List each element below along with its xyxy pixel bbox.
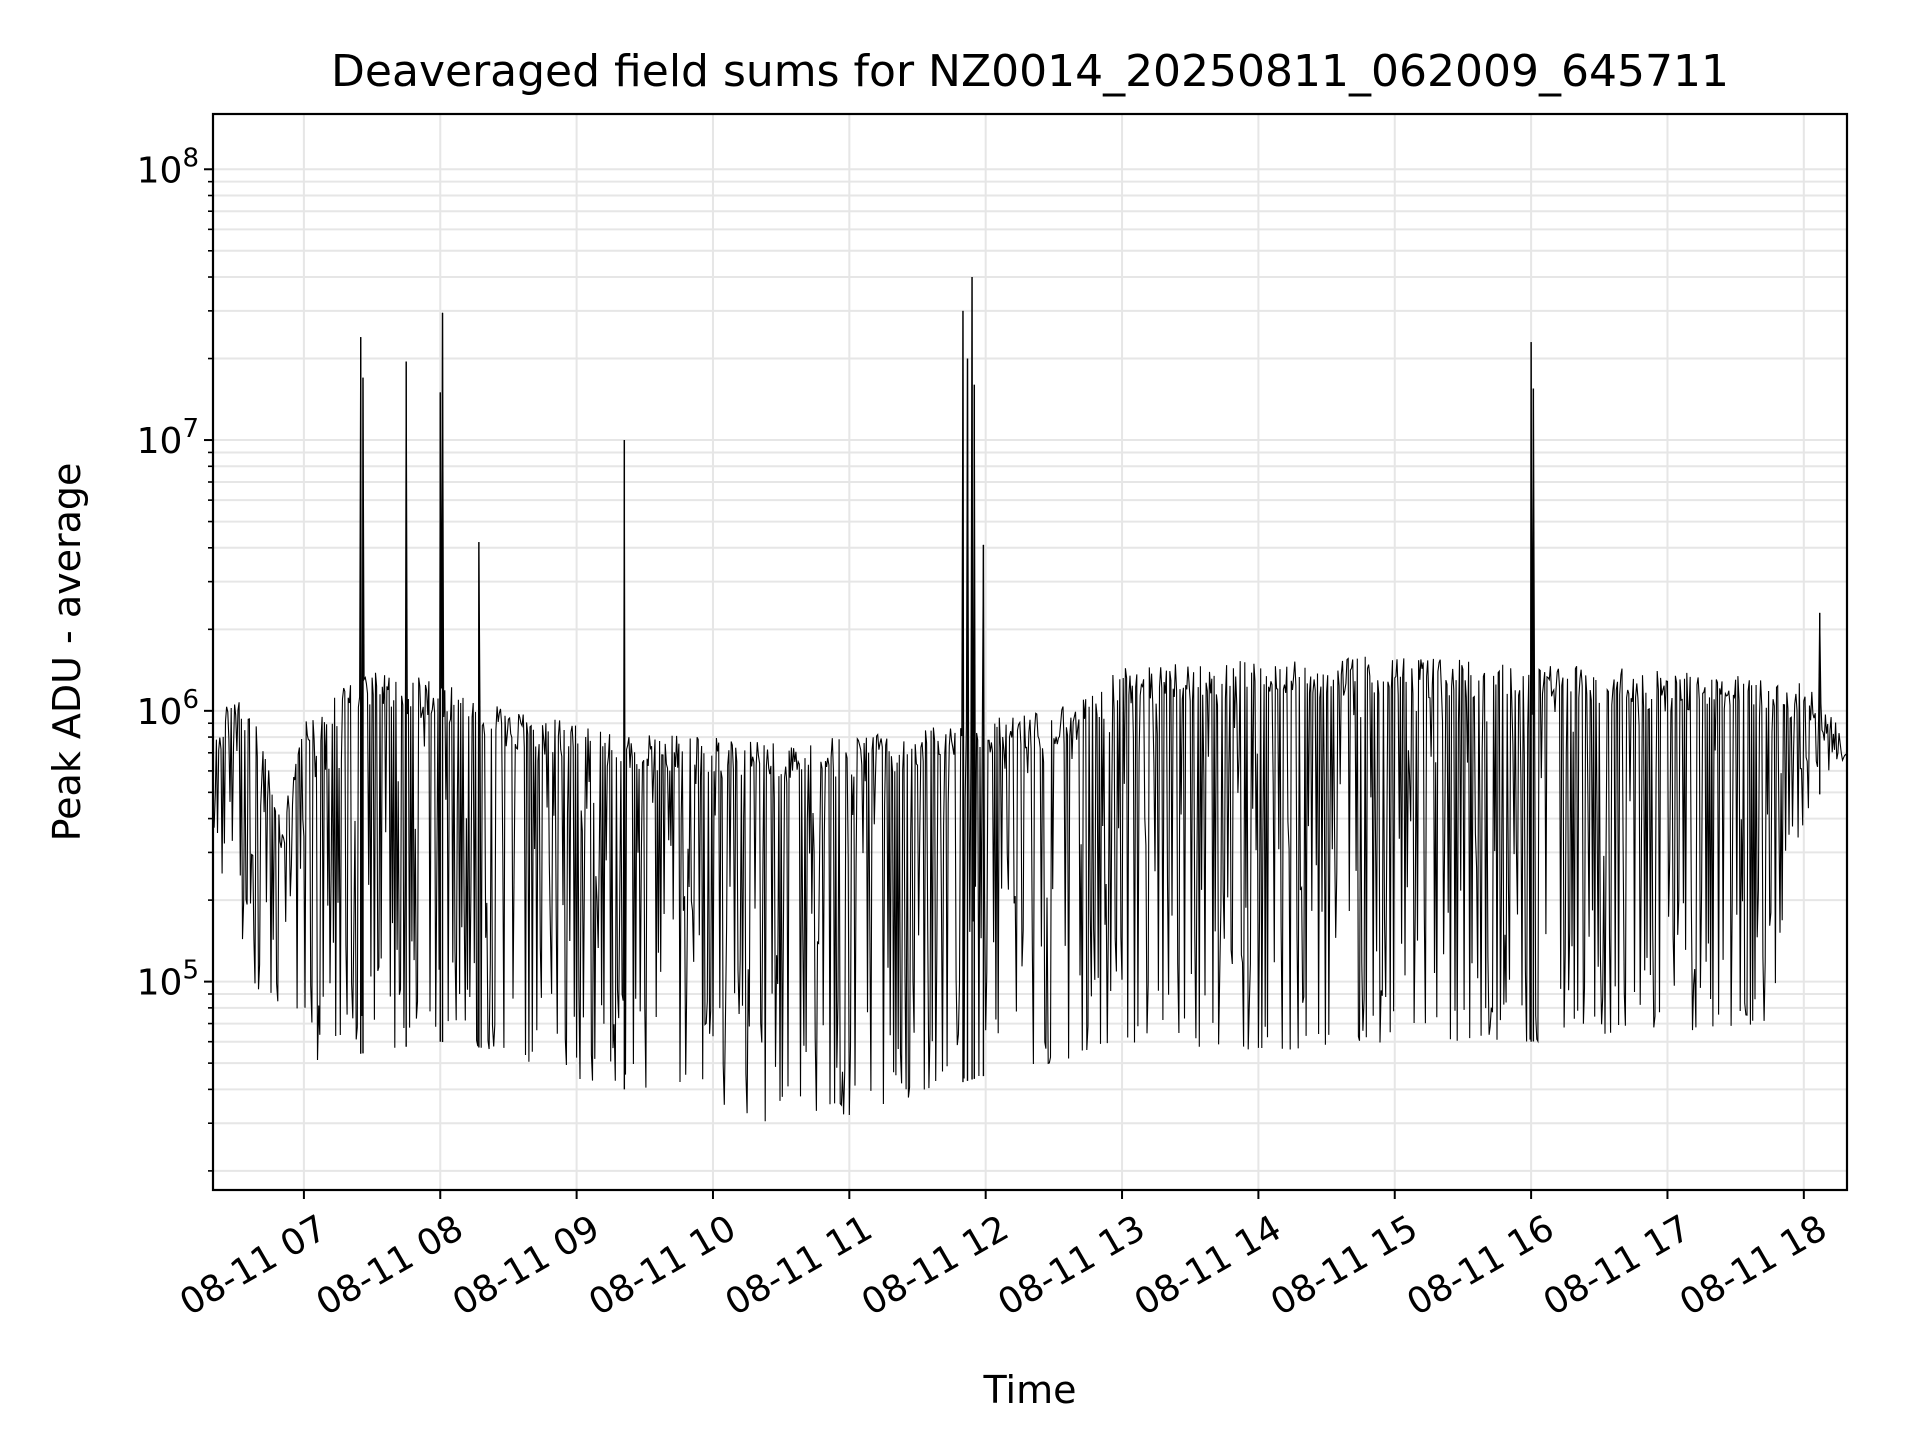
y-tick-label: 108	[137, 143, 199, 191]
y-axis: 105 106 107 108	[137, 143, 213, 1172]
series-line	[212, 276, 1848, 1122]
x-axis-label: Time	[983, 1368, 1077, 1412]
chart-title: Deaveraged field sums for NZ0014_2025081…	[331, 46, 1729, 97]
plot-frame	[211, 112, 1849, 1192]
series-path	[212, 276, 1848, 1122]
y-tick-label: 106	[137, 685, 199, 733]
y-axis-label: Peak ADU - average	[45, 463, 89, 842]
y-tick-label: 107	[137, 414, 199, 462]
y-tick-label: 105	[137, 956, 199, 1004]
